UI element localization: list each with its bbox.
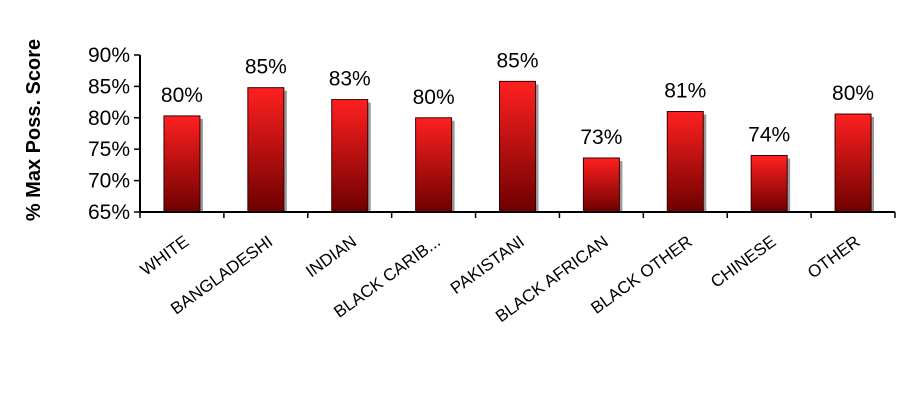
category-label: CHINESE (707, 232, 779, 292)
y-tick-label: 80% (88, 107, 130, 130)
bar-white (163, 115, 201, 213)
y-axis-ticks: 65% 70% 75% 80% 85% 90% (88, 44, 140, 224)
data-label: 80% (413, 86, 455, 109)
data-label: 85% (496, 49, 538, 72)
category-label: PAKISTANI (447, 232, 528, 298)
y-tick-label: 75% (88, 138, 130, 161)
bar-pakistani (499, 80, 536, 213)
bar-chinese (750, 154, 788, 213)
data-label: 73% (580, 126, 622, 149)
category-label: OTHER (804, 232, 863, 282)
category-label: INDIAN (302, 232, 360, 281)
y-tick-label: 70% (88, 170, 130, 193)
bar-black-carib (415, 117, 453, 213)
data-label: 85% (245, 56, 287, 79)
axes (139, 55, 896, 218)
bar-black-african (582, 157, 620, 213)
y-tick-label: 85% (88, 75, 130, 98)
data-labels: 80% 85% 83% 80% 85% 73% 81% 74% 80% (161, 49, 874, 149)
data-label: 81% (664, 80, 706, 103)
bar-other (834, 113, 872, 213)
data-label: 80% (832, 82, 874, 105)
y-tick-label: 65% (88, 201, 130, 224)
data-label: 83% (329, 68, 371, 91)
data-label: 80% (161, 84, 203, 107)
bars (163, 80, 875, 213)
y-tick-label: 90% (88, 44, 130, 67)
bar-bangladeshi (247, 87, 285, 213)
y-axis-title: % Max Poss. Score (23, 39, 45, 221)
bar-indian (331, 99, 369, 213)
category-label: WHITE (137, 232, 192, 280)
data-label: 74% (748, 123, 790, 146)
bar-black-other (666, 111, 704, 213)
